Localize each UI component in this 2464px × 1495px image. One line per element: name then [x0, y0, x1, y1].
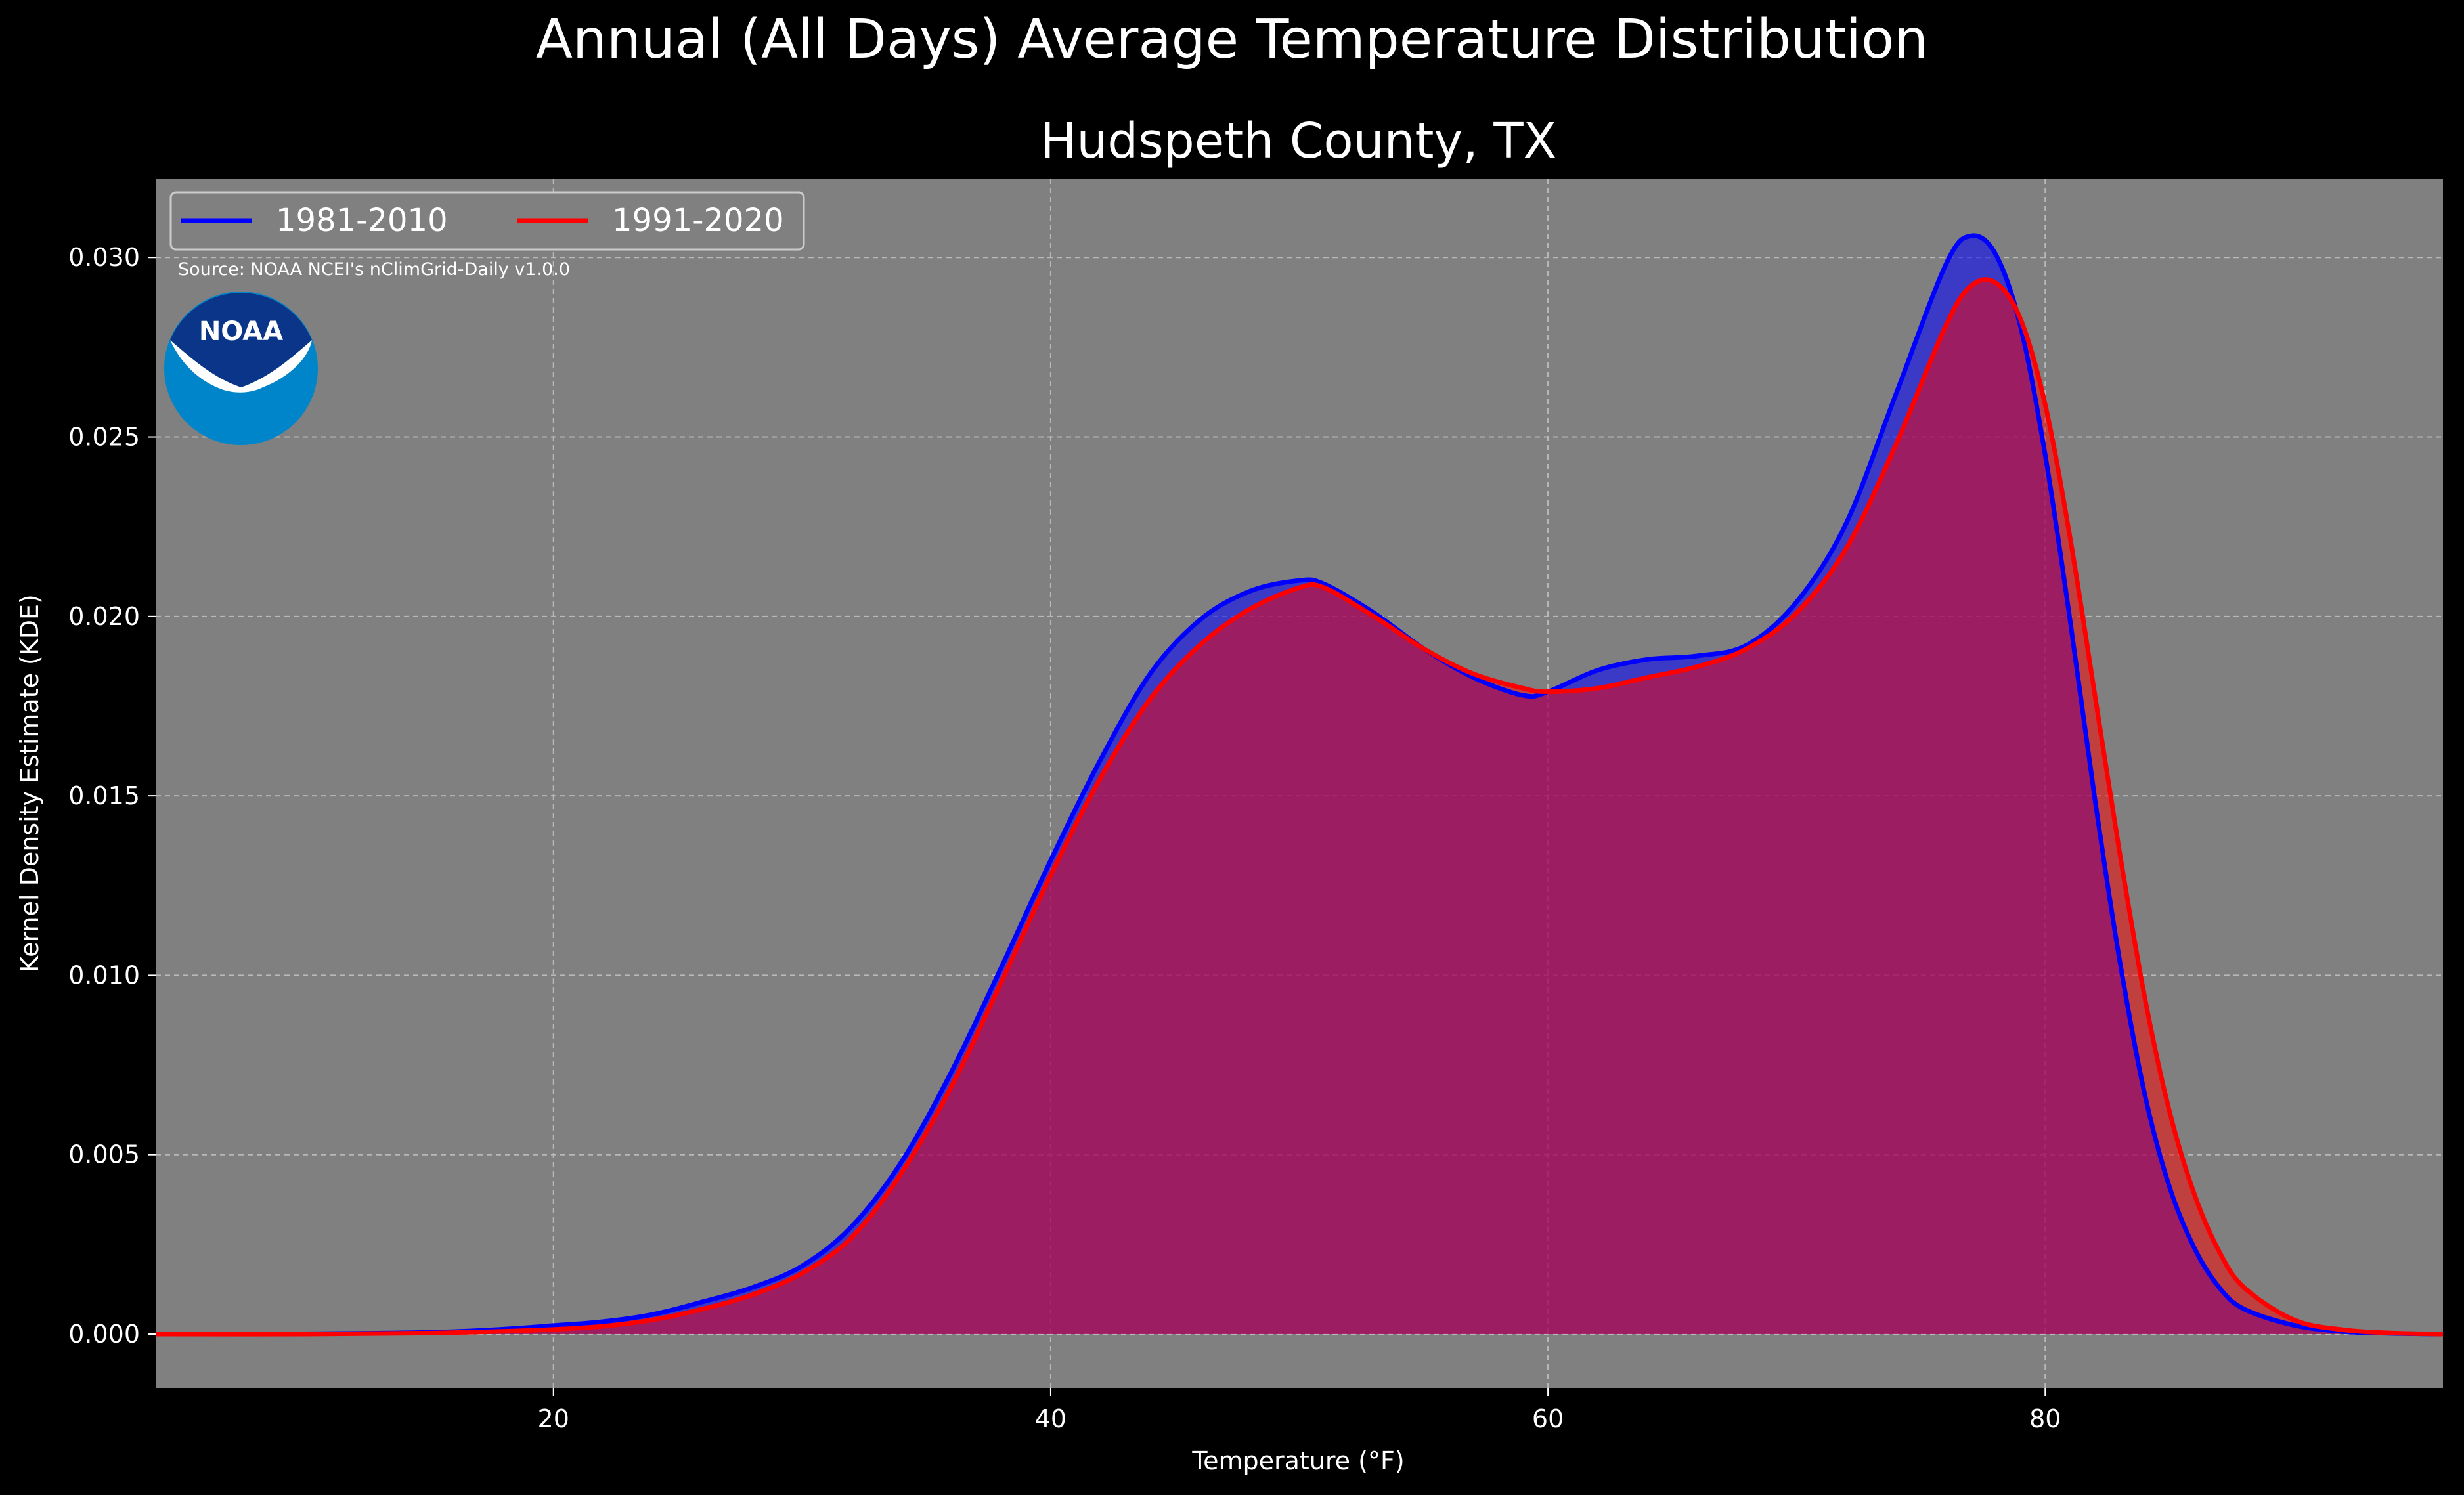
- y-tick-label: 0.000: [68, 1320, 140, 1349]
- chart-title: Hudspeth County, TX: [1040, 113, 1557, 169]
- legend-box: [169, 191, 805, 251]
- series-fills: [156, 235, 2443, 1335]
- y-tick-label: 0.025: [68, 423, 140, 452]
- seagull-icon: [170, 340, 312, 393]
- y-tick-label: 0.030: [68, 243, 140, 272]
- noaa-logo-sky: [170, 293, 312, 387]
- noaa-logo-text: NOAA: [199, 316, 283, 347]
- y-tick-label: 0.005: [68, 1140, 140, 1169]
- figure-suptitle: Annual (All Days) Average Temperature Di…: [536, 9, 1928, 71]
- source-note: Source: NOAA NCEI's nClimGrid-Daily v1.0…: [178, 259, 570, 280]
- y-axis-ticks: 0.000 0.005 0.010 0.015 0.020 0.025 0.030: [68, 243, 156, 1349]
- x-tick-label: 40: [1035, 1404, 1067, 1433]
- legend: 1981-2010 1991-2020: [169, 191, 805, 251]
- y-axis-label: Kernel Density Estimate (KDE): [15, 594, 44, 972]
- y-tick-label: 0.015: [68, 781, 140, 810]
- x-axis-ticks: 20 40 60 80: [538, 1388, 2061, 1433]
- x-tick-label: 80: [2029, 1404, 2061, 1433]
- x-tick-label: 20: [538, 1404, 569, 1433]
- area-1991-2020: [156, 279, 2443, 1335]
- legend-label-1981-2010: 1981-2010: [276, 202, 448, 239]
- legend-label-1991-2020: 1991-2020: [612, 202, 784, 239]
- y-tick-label: 0.010: [68, 961, 140, 989]
- line-1991-2020: [155, 277, 2444, 1337]
- x-axis-label: Temperature (°F): [1191, 1446, 1404, 1475]
- noaa-logo: NOAA: [164, 292, 318, 445]
- series-lines: [155, 233, 2444, 1337]
- x-tick-label: 60: [1532, 1404, 1564, 1433]
- y-tick-label: 0.020: [68, 602, 140, 631]
